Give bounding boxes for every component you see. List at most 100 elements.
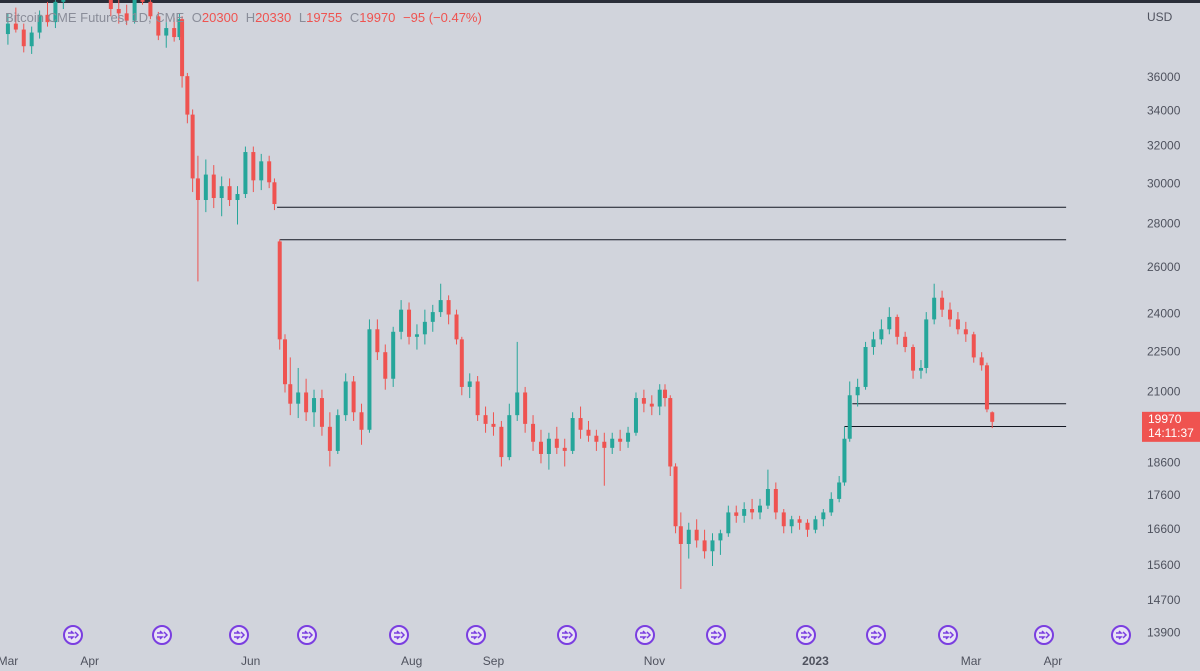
candle-body [821, 512, 826, 520]
event-icon-glyph [234, 630, 246, 640]
candle-body [863, 347, 868, 387]
candle-body [805, 522, 810, 530]
x-tick-label: Mar [961, 654, 982, 668]
candle-body [283, 339, 287, 385]
candle-body [180, 19, 185, 77]
candle-body [668, 398, 673, 467]
event-icon[interactable] [796, 625, 816, 645]
candle-body [343, 381, 348, 416]
candle-body [948, 309, 952, 320]
candle-body [367, 329, 372, 430]
candle-body [924, 319, 929, 368]
y-tick-label: 34000 [1147, 103, 1181, 117]
candle-body [538, 441, 543, 454]
y-tick-label: 15600 [1147, 558, 1181, 572]
event-icon-glyph [562, 630, 574, 640]
event-icon-ring [796, 625, 816, 645]
candle-body [742, 509, 747, 516]
candle-body [649, 403, 654, 407]
legend-title: Bitcoin CME Futures, 1D, CME [5, 10, 184, 25]
candle-body [903, 336, 908, 348]
legend-label: O [192, 10, 202, 25]
candle-body [327, 426, 332, 451]
y-tick-label: 36000 [1147, 70, 1181, 84]
event-icon[interactable] [1111, 625, 1131, 645]
event-icon-ring [866, 625, 886, 645]
candle-body [259, 161, 264, 181]
event-icon[interactable] [63, 625, 83, 645]
y-tick-label: 30000 [1147, 176, 1181, 190]
candle-body [990, 412, 995, 422]
candle-body [554, 438, 559, 448]
event-icon-glyph [157, 630, 169, 640]
candle-body [37, 14, 42, 33]
candle-body [243, 152, 248, 195]
legend-label: H [246, 10, 255, 25]
event-icon[interactable] [152, 625, 172, 645]
candle-body [797, 519, 802, 523]
candle-body [940, 297, 945, 310]
candle-body [422, 321, 427, 335]
candle-body [610, 438, 615, 448]
candle-body [414, 334, 419, 337]
event-icon-ring [466, 625, 486, 645]
candle-body [971, 334, 976, 358]
event-icon[interactable] [706, 625, 726, 645]
event-icon-glyph [471, 630, 483, 640]
candle-body [887, 316, 892, 330]
legend-value: 19755 [306, 10, 342, 25]
event-icon[interactable] [229, 625, 249, 645]
event-icon-glyph [1116, 630, 1128, 640]
event-icon[interactable] [866, 625, 886, 645]
candle-body [219, 186, 224, 199]
event-icon-ring [635, 625, 655, 645]
y-tick-label: 17600 [1147, 488, 1181, 502]
currency: USD [1147, 10, 1173, 24]
legend-label: C [350, 10, 359, 25]
candle-body [288, 384, 293, 404]
candle-body [185, 76, 190, 115]
candle-body [895, 316, 900, 337]
event-icon-ring [152, 625, 172, 645]
candle-body [694, 529, 699, 541]
plot-area [5, 0, 1067, 589]
candle-body [446, 300, 451, 315]
candle-body [663, 389, 667, 399]
event-icon[interactable] [466, 625, 486, 645]
x-tick-label: Apr [80, 654, 99, 668]
candle-body [979, 357, 984, 366]
event-icon-ring [1111, 625, 1131, 645]
event-icon[interactable] [389, 625, 409, 645]
candle-body [955, 319, 960, 330]
candle-body [148, 1, 153, 17]
event-icon-ring [938, 625, 958, 645]
event-icon[interactable] [297, 625, 317, 645]
event-icon[interactable] [635, 625, 655, 645]
candle-body [546, 438, 551, 454]
candle-body [586, 429, 591, 436]
y-tick-label: 13900 [1147, 626, 1181, 640]
event-icon[interactable] [1034, 625, 1054, 645]
legend-value: 20330 [255, 10, 291, 25]
y-tick-label: 24000 [1147, 307, 1181, 321]
candle-body [932, 297, 937, 320]
candle-body [781, 512, 786, 527]
candle-body [227, 186, 232, 201]
candle-body [164, 28, 169, 36]
candle-body [267, 161, 272, 183]
candle-body [399, 309, 404, 332]
x-tick-label: Nov [644, 654, 665, 668]
event-icon-glyph [68, 630, 80, 640]
candle-body [813, 519, 818, 530]
candle-body [190, 114, 195, 179]
price-marker [1142, 411, 1200, 442]
event-icon[interactable] [938, 625, 958, 645]
event-icon[interactable] [557, 625, 577, 645]
candle-body [61, 0, 66, 2]
candle-body [438, 300, 443, 313]
candle-body [837, 482, 842, 499]
event-icon-glyph [302, 630, 314, 640]
y-tick-label: 22500 [1147, 344, 1181, 358]
candle-body [626, 432, 631, 442]
